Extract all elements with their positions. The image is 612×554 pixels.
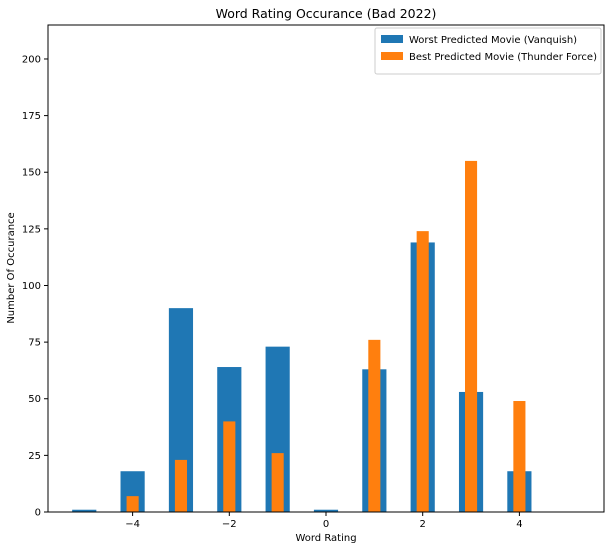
y-tick-label: 75 — [28, 338, 41, 349]
axes-layer: −4 −2 0 2 4 0 25 50 75 100 125 150 175 200 — [22, 24, 605, 530]
bars-layer — [72, 160, 532, 512]
y-tick-label: 200 — [22, 54, 41, 65]
bar-series-2-x--4 — [126, 496, 139, 512]
legend: Worst Predicted Movie (Vanquish) Best Pre… — [374, 27, 602, 75]
y-tick-label: 25 — [28, 451, 41, 462]
y-tick-label: 100 — [22, 281, 41, 292]
x-tick-label: 4 — [516, 519, 522, 530]
legend-swatch — [381, 52, 403, 60]
x-tick-label: −2 — [222, 519, 237, 530]
x-tick-label: 0 — [323, 519, 329, 530]
bar-series-2-x-3 — [465, 160, 478, 512]
bar-series-2-x--1 — [271, 453, 284, 512]
bar-series-1-x--5 — [72, 509, 97, 512]
y-tick-label: 0 — [35, 508, 41, 519]
y-axis-label: Number Of Occurance — [6, 212, 17, 323]
y-tick-label: 50 — [28, 394, 41, 405]
y-tick-label: 150 — [22, 168, 41, 179]
bar-series-2-x-4 — [513, 401, 526, 512]
legend-swatch — [381, 35, 403, 43]
x-tick-label: 2 — [420, 519, 426, 530]
legend-entry-label: Worst Predicted Movie (Vanquish) — [409, 35, 577, 46]
y-tick-label: 175 — [22, 111, 41, 122]
bar-series-2-x-1 — [368, 339, 381, 512]
x-axis-label: Word Rating — [295, 533, 356, 544]
bar-series-1-x-0 — [313, 509, 339, 512]
legend-entry-label: Best Predicted Movie (Thunder Force) — [409, 52, 597, 63]
y-tick-label: 125 — [22, 224, 41, 235]
bar-series-2-x-2 — [416, 231, 429, 512]
legend-box — [374, 27, 602, 75]
x-tick-label: −4 — [125, 519, 140, 530]
chart-title: Word Rating Occurance (Bad 2022) — [216, 6, 437, 21]
bar-series-2-x--3 — [174, 459, 187, 512]
bar-series-2-x--2 — [223, 421, 236, 512]
